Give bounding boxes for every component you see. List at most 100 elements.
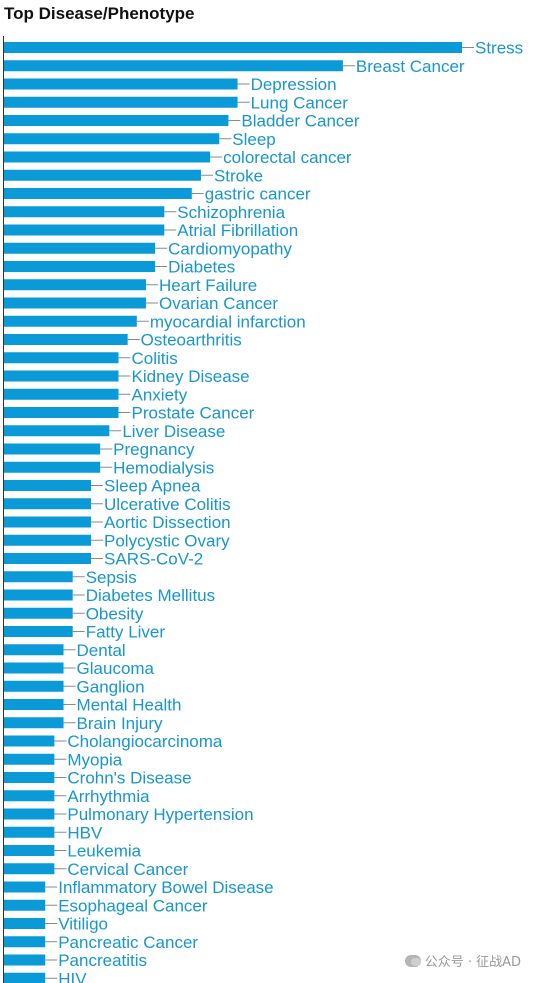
bar-label: Colitis xyxy=(132,349,178,368)
bar xyxy=(4,680,64,692)
bar-label: colorectal cancer xyxy=(223,148,352,167)
bar xyxy=(4,845,55,856)
bar-label: Pancreatic Cancer xyxy=(58,933,198,952)
bar xyxy=(4,242,156,254)
bar xyxy=(4,808,55,820)
bar-label: Ganglion xyxy=(77,677,145,696)
bar-label: Atrial Fibrillation xyxy=(177,221,298,240)
bar-label: Dental xyxy=(77,641,126,660)
bar-label: Leukemia xyxy=(67,842,141,861)
bar-label: Diabetes xyxy=(168,258,235,277)
bar-label: Inflammatory Bowel Disease xyxy=(58,878,273,897)
bar xyxy=(4,352,119,364)
bars-group xyxy=(4,42,462,983)
bar-label: Sepsis xyxy=(86,568,137,587)
bar xyxy=(4,480,92,491)
bar xyxy=(4,96,238,108)
bar xyxy=(4,863,55,875)
bar xyxy=(4,607,73,619)
bar-label: Lung Cancer xyxy=(251,93,349,112)
bar-label: HIV xyxy=(58,969,87,983)
bar xyxy=(4,315,137,327)
bar-label: Cholangiocarcinoma xyxy=(67,732,223,751)
bar-label: Kidney Disease xyxy=(132,367,250,386)
bar xyxy=(4,772,55,783)
bar xyxy=(4,699,64,710)
bar-label: Liver Disease xyxy=(122,422,225,441)
bar-label: Heart Failure xyxy=(159,276,257,295)
watermark: 公众号 · 征战AD xyxy=(404,951,521,970)
bar-label: Schizophrenia xyxy=(177,203,285,222)
bar-label: HBV xyxy=(67,823,103,842)
bar xyxy=(4,516,92,528)
bar xyxy=(4,644,64,656)
bar xyxy=(4,936,46,948)
bar xyxy=(4,753,55,765)
bar-label: Breast Cancer xyxy=(356,57,465,76)
bar-label: Mental Health xyxy=(77,696,182,715)
bar-label: Sleep Apnea xyxy=(104,477,201,496)
bar xyxy=(4,42,462,53)
bar xyxy=(4,261,156,272)
bar xyxy=(4,498,92,510)
bar-label: Pulmonary Hypertension xyxy=(67,805,253,824)
bar xyxy=(4,735,55,747)
chart-title: Top Disease/Phenotype xyxy=(4,4,195,23)
bar-label: gastric cancer xyxy=(205,185,311,204)
bar-label: myocardial infarction xyxy=(150,312,306,331)
bar-label: Hemodialysis xyxy=(113,458,214,477)
bar xyxy=(4,899,46,911)
bar-label: Pancreatitis xyxy=(58,951,147,970)
bar xyxy=(4,151,211,163)
wechat-icon xyxy=(404,954,421,967)
bar-label: Obesity xyxy=(86,604,144,623)
bar xyxy=(4,407,119,418)
bar xyxy=(4,534,92,546)
bar-label: Stroke xyxy=(214,166,263,185)
bar xyxy=(4,169,201,181)
bar xyxy=(4,115,229,126)
bar xyxy=(4,790,55,802)
bar xyxy=(4,370,119,382)
bar xyxy=(4,717,64,729)
bar-label: Crohn's Disease xyxy=(67,769,191,788)
bar-label: Fatty Liver xyxy=(86,623,166,642)
bar-label: Esophageal Cancer xyxy=(58,896,208,915)
bar-label: SARS-CoV-2 xyxy=(104,550,203,569)
bar xyxy=(4,443,101,455)
bar-label: Osteoarthritis xyxy=(141,331,242,350)
bar xyxy=(4,297,146,309)
bar xyxy=(4,334,128,345)
bar-label: Polycystic Ovary xyxy=(104,531,230,550)
bar-label: Diabetes Mellitus xyxy=(86,586,215,605)
bar-label: Aortic Dissection xyxy=(104,513,231,532)
bar xyxy=(4,224,165,236)
bar xyxy=(4,388,119,400)
bar-label: Glaucoma xyxy=(77,659,155,678)
bar xyxy=(4,972,46,983)
bar-label: Myopia xyxy=(67,750,122,769)
watermark-text: 公众号 · 征战AD xyxy=(424,955,521,970)
bar xyxy=(4,133,220,145)
bar xyxy=(4,425,110,437)
bar-label: Vitiligo xyxy=(58,915,108,934)
bar-label: Sleep xyxy=(232,130,275,149)
bar-label: Brain Injury xyxy=(77,714,163,733)
bar xyxy=(4,954,46,966)
bar-label: Ulcerative Colitis xyxy=(104,495,231,514)
bar xyxy=(4,461,101,473)
bar xyxy=(4,918,46,929)
bar-label: Pregnancy xyxy=(113,440,195,459)
bar-label: Cervical Cancer xyxy=(67,860,188,879)
bar-label: Ovarian Cancer xyxy=(159,294,278,313)
bar-label: Anxiety xyxy=(132,385,188,404)
bar xyxy=(4,78,238,90)
bar xyxy=(4,662,64,674)
bar xyxy=(4,826,55,838)
bar-label: Depression xyxy=(251,75,337,94)
bar xyxy=(4,60,343,72)
bar xyxy=(4,881,46,893)
bar-label: Stress xyxy=(475,39,523,58)
bar xyxy=(4,571,73,583)
